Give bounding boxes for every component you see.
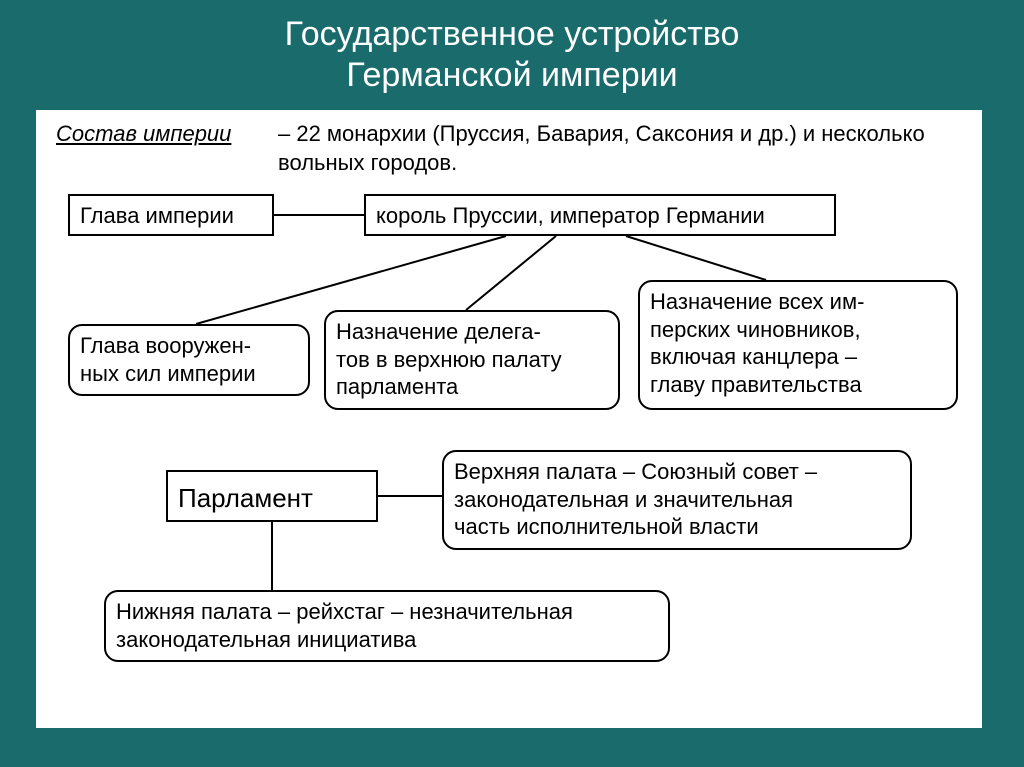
node-upper-chamber: Верхняя палата – Союзный совет –законода… xyxy=(442,450,912,550)
node-power-delegates: Назначение делега-тов в верхнюю палатупа… xyxy=(324,310,620,410)
node-parliament: Парламент xyxy=(166,470,378,522)
diagram-canvas: Состав империи – 22 монархии (Пруссия, Б… xyxy=(36,110,982,728)
node-lower-chamber: Нижняя палата – рейхстаг – незначительна… xyxy=(104,590,670,662)
title-line-1: Государственное устройство xyxy=(285,15,740,53)
node-power-army: Глава вооружен-ных сил империи xyxy=(68,324,310,396)
composition-label: Состав империи xyxy=(56,120,256,149)
edge-line xyxy=(626,236,766,280)
slide-title: Государственное устройство Германской им… xyxy=(0,0,1024,96)
node-power-officials: Назначение всех им-перских чиновников,вк… xyxy=(638,280,958,410)
node-king: король Пруссии, император Германии xyxy=(364,194,836,236)
node-head-label: Глава империи xyxy=(68,194,274,236)
composition-text: – 22 монархии (Пруссия, Бавария, Саксони… xyxy=(278,120,938,177)
slide: Государственное устройство Германской им… xyxy=(0,0,1024,767)
edge-line xyxy=(466,236,556,310)
title-line-2: Германской империи xyxy=(346,56,677,94)
